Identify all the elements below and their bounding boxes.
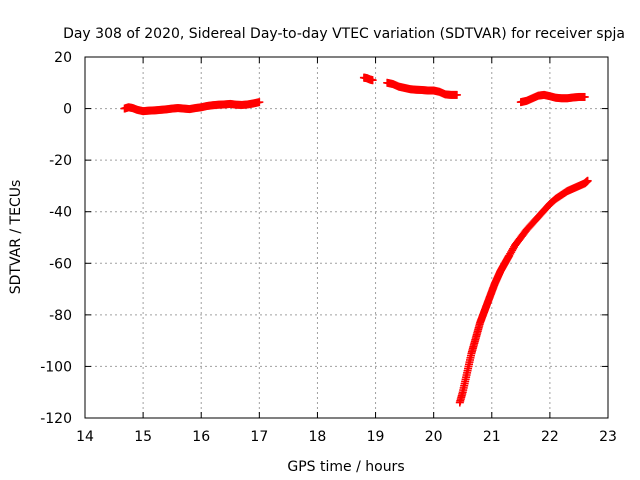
x-tick-label: 21: [483, 429, 501, 445]
y-axis-label: SDTVAR / TECUs: [8, 180, 24, 295]
x-tick-label: 16: [192, 429, 210, 445]
x-axis-label: GPS time / hours: [287, 459, 404, 475]
axis-ticks: 14 15 16 17 18 19 20 21 22 23 20 0 -20 -40 -60 -80 -100 -…: [40, 50, 617, 445]
data-point: [452, 90, 461, 99]
x-tick-label: 20: [425, 429, 443, 445]
x-tick-label: 15: [134, 429, 152, 445]
y-tick-label: -20: [49, 153, 72, 169]
data-point: [580, 92, 589, 101]
y-tick-label: -80: [49, 308, 72, 324]
x-tick-label: 19: [367, 429, 385, 445]
data-points: [120, 73, 592, 407]
y-tick-label: 0: [63, 102, 72, 118]
y-tick-label: -60: [49, 256, 72, 272]
y-tick-label: 20: [54, 50, 72, 66]
x-tick-label: 18: [309, 429, 327, 445]
plot-frame: [84, 56, 609, 419]
data-point: [255, 98, 264, 107]
chart-title: Day 308 of 2020, Sidereal Day-to-day VTE…: [63, 26, 625, 42]
x-tick-label: 22: [541, 429, 559, 445]
x-tick-label: 17: [250, 429, 268, 445]
y-tick-label: -120: [40, 411, 72, 427]
data-point: [583, 176, 592, 185]
grid: [85, 57, 608, 418]
y-tick-label: -40: [49, 205, 72, 221]
x-tick-label: 14: [76, 429, 94, 445]
x-tick-label: 23: [599, 429, 617, 445]
data-point: [368, 76, 377, 85]
y-tick-label: -100: [40, 359, 72, 375]
